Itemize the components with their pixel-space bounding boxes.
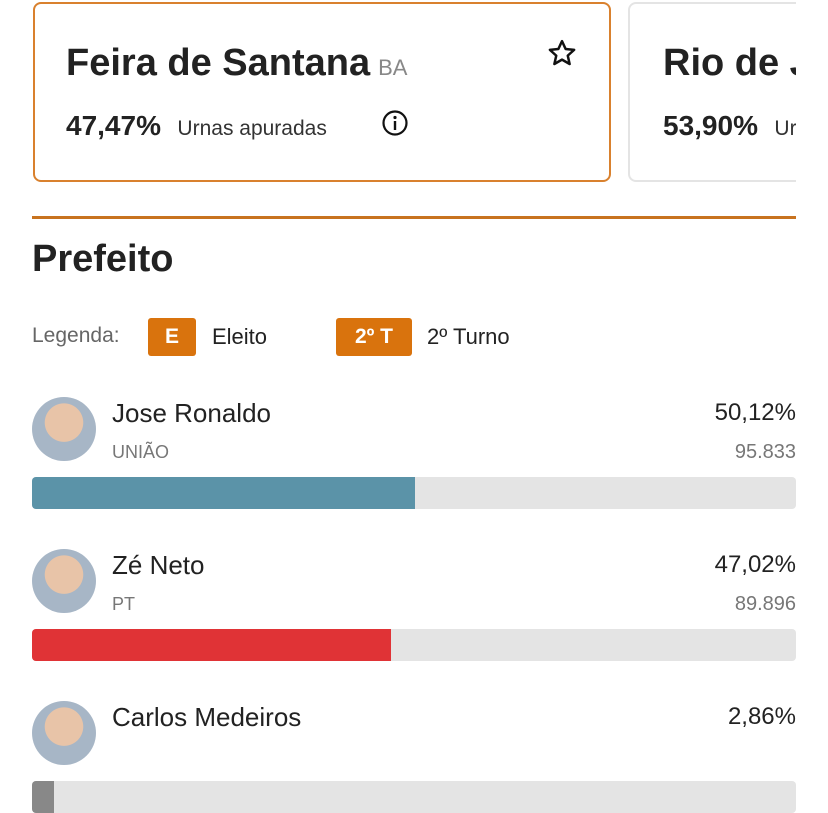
vote-percent: 50,12% bbox=[714, 399, 796, 426]
legend-title: Legenda: bbox=[32, 324, 120, 347]
vote-percent: 2,86% bbox=[727, 703, 796, 730]
city-card[interactable]: Feira de Santana BA 47,47% Urnas apuradas bbox=[33, 2, 611, 182]
office-title: Prefeito bbox=[32, 238, 174, 280]
candidate-name: Jose Ronaldo bbox=[112, 398, 271, 428]
city-card[interactable]: Rio de Janeiro 53,90% Urnas apuradas bbox=[628, 2, 796, 182]
candidate-name: Zé Neto bbox=[112, 550, 205, 580]
legend-text: 2º Turno bbox=[427, 324, 510, 349]
candidate-party: PT bbox=[112, 594, 136, 614]
city-strip: Feira de Santana BA 47,47% Urnas apuradas… bbox=[0, 0, 796, 200]
city-progress: 53,90% Urnas apuradas bbox=[663, 110, 796, 142]
vote-bar-track bbox=[32, 781, 796, 813]
candidate-name: Carlos Medeiros bbox=[112, 702, 302, 732]
city-state: BA bbox=[378, 55, 408, 80]
city-name: Feira de Santana bbox=[66, 42, 371, 84]
vote-bar bbox=[32, 629, 392, 661]
candidate-photo bbox=[32, 701, 96, 765]
vote-count: 89.896 bbox=[734, 593, 796, 615]
counted-percent: 47,47% bbox=[66, 110, 161, 141]
city-name: Rio de Janeiro bbox=[663, 42, 796, 84]
page: {"cities": [ {"name": "Feira de Santana"… bbox=[0, 0, 796, 813]
legend-badge: 2º T bbox=[336, 318, 412, 356]
vote-percent: 47,02% bbox=[714, 551, 796, 578]
counted-label: Urnas apuradas bbox=[774, 117, 796, 140]
vote-bar-track bbox=[32, 477, 796, 509]
city-progress: 47,47% Urnas apuradas bbox=[66, 110, 327, 142]
candidate-photo bbox=[32, 549, 96, 613]
favorite-icon[interactable] bbox=[547, 38, 577, 68]
counted-label: Urnas apuradas bbox=[177, 117, 327, 140]
legend-badge: E bbox=[148, 318, 196, 356]
info-icon[interactable] bbox=[381, 109, 409, 137]
vote-bar bbox=[32, 477, 415, 509]
vote-count: 95.833 bbox=[734, 441, 796, 463]
section-rule bbox=[32, 216, 796, 219]
vote-bar-track bbox=[32, 629, 796, 661]
city-heading: Feira de Santana BA bbox=[66, 42, 407, 85]
candidate-photo bbox=[32, 397, 96, 461]
candidate-party: UNIÃO bbox=[112, 442, 170, 462]
vote-bar bbox=[32, 781, 54, 813]
legend-text: Eleito bbox=[212, 324, 268, 349]
counted-percent: 53,90% bbox=[663, 110, 758, 141]
